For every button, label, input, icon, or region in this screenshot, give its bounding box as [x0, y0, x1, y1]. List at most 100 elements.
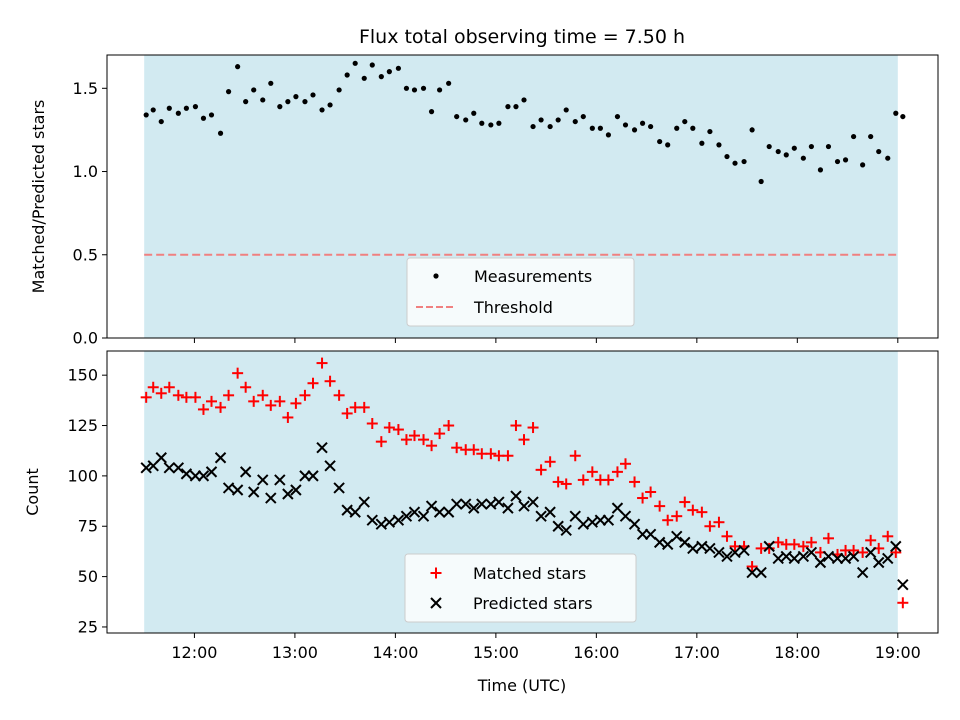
marker-stroke [839, 552, 852, 565]
measurement-point [580, 113, 586, 120]
marker-stroke [239, 466, 252, 478]
measurement-point [488, 122, 494, 128]
matched-point [629, 476, 641, 488]
matched-point [687, 504, 699, 516]
measurement-point [361, 75, 367, 81]
marker-stroke [628, 518, 641, 530]
marker-stroke [882, 552, 894, 565]
predicted-point [349, 506, 361, 518]
measurement-point [217, 130, 224, 136]
matched-point [418, 434, 430, 446]
marker-stroke [661, 538, 674, 551]
measurement-point [758, 178, 764, 185]
x-tick-label: 17:00 [674, 643, 720, 662]
measurement-point [166, 105, 172, 111]
measurement-point [260, 97, 266, 103]
marker-stroke [433, 506, 446, 518]
legend-entry-threshold: Threshold [473, 298, 553, 317]
matched-point [544, 456, 556, 468]
legend: Matched stars Predicted stars [404, 553, 637, 623]
measurement-point [143, 112, 149, 118]
predicted-point [628, 518, 641, 530]
legend-entry-predicted: Predicted stars [473, 594, 593, 613]
predicted-point [518, 500, 530, 512]
predicted-point [738, 544, 750, 557]
marker-stroke [214, 452, 227, 464]
x-tick-label: 15:00 [473, 643, 519, 662]
predicted-point [375, 518, 388, 530]
legend-entry-measurements: Measurements [474, 267, 592, 286]
measurement-point [707, 128, 713, 135]
marker-stroke [679, 536, 691, 549]
marker-stroke [265, 492, 277, 504]
marker-stroke [738, 544, 750, 557]
marker-stroke [358, 496, 370, 508]
predicted-point [763, 540, 775, 553]
predicted-point [788, 552, 801, 565]
legend-entry-matched: Matched stars [473, 564, 586, 583]
predicted-point [155, 452, 167, 464]
matched-point [299, 389, 311, 401]
predicted-point [383, 516, 396, 528]
marker-stroke [721, 550, 733, 563]
predicted-point [358, 496, 370, 508]
marker-stroke [274, 474, 286, 486]
matched-point [535, 464, 547, 476]
predicted-point [502, 502, 514, 514]
marker-stroke [552, 520, 564, 532]
count-points [140, 357, 909, 609]
marker-stroke [527, 496, 539, 508]
matched-point [240, 381, 252, 393]
measurement-point [496, 120, 502, 126]
measurement-point [150, 107, 156, 113]
measurement-point [555, 117, 561, 123]
marker-stroke [476, 498, 488, 510]
measurement-point [378, 74, 384, 80]
predicted-point [366, 514, 378, 526]
matched-point [274, 395, 286, 407]
predicted-point [205, 466, 218, 478]
predicted-point [316, 441, 328, 454]
matched-point [527, 422, 539, 434]
marker-stroke [307, 470, 319, 482]
predicted-point [257, 474, 269, 486]
measurement-point [614, 113, 621, 120]
marker-stroke [847, 550, 860, 563]
predicted-point [450, 498, 463, 510]
marker-stroke [383, 516, 396, 528]
marker-stroke [687, 542, 699, 555]
y-tick-label: 0.5 [73, 245, 98, 264]
measurement-point [589, 125, 595, 131]
predicted-point [577, 518, 589, 530]
measurement-point [893, 110, 899, 116]
measurement-marker-icon [433, 273, 439, 279]
measurement-point [631, 127, 638, 133]
predicted-point [687, 542, 699, 555]
matched-point [696, 506, 708, 518]
predicted-point [661, 538, 674, 551]
predicted-point [510, 490, 522, 502]
predicted-point [460, 498, 472, 510]
matched-point [172, 389, 184, 401]
marker-stroke [163, 462, 176, 474]
marker-stroke [763, 540, 775, 553]
marker-stroke [333, 482, 345, 494]
matched-point [392, 424, 404, 436]
marker-stroke [755, 566, 767, 579]
marker-stroke [180, 468, 193, 480]
marker-stroke [222, 482, 235, 494]
predicted-point [265, 492, 277, 504]
measurement-point [900, 113, 906, 120]
measurement-point [868, 133, 874, 140]
predicted-point [746, 566, 758, 579]
predicted-point [586, 516, 599, 528]
measurement-point [521, 97, 527, 103]
measurement-point [791, 145, 797, 151]
matched-point [163, 381, 175, 393]
predicted-point [890, 540, 902, 553]
measurement-point [530, 123, 536, 130]
y-tick-label: 100 [67, 466, 98, 485]
measurement-point [775, 148, 781, 155]
predicted-point [180, 468, 193, 480]
